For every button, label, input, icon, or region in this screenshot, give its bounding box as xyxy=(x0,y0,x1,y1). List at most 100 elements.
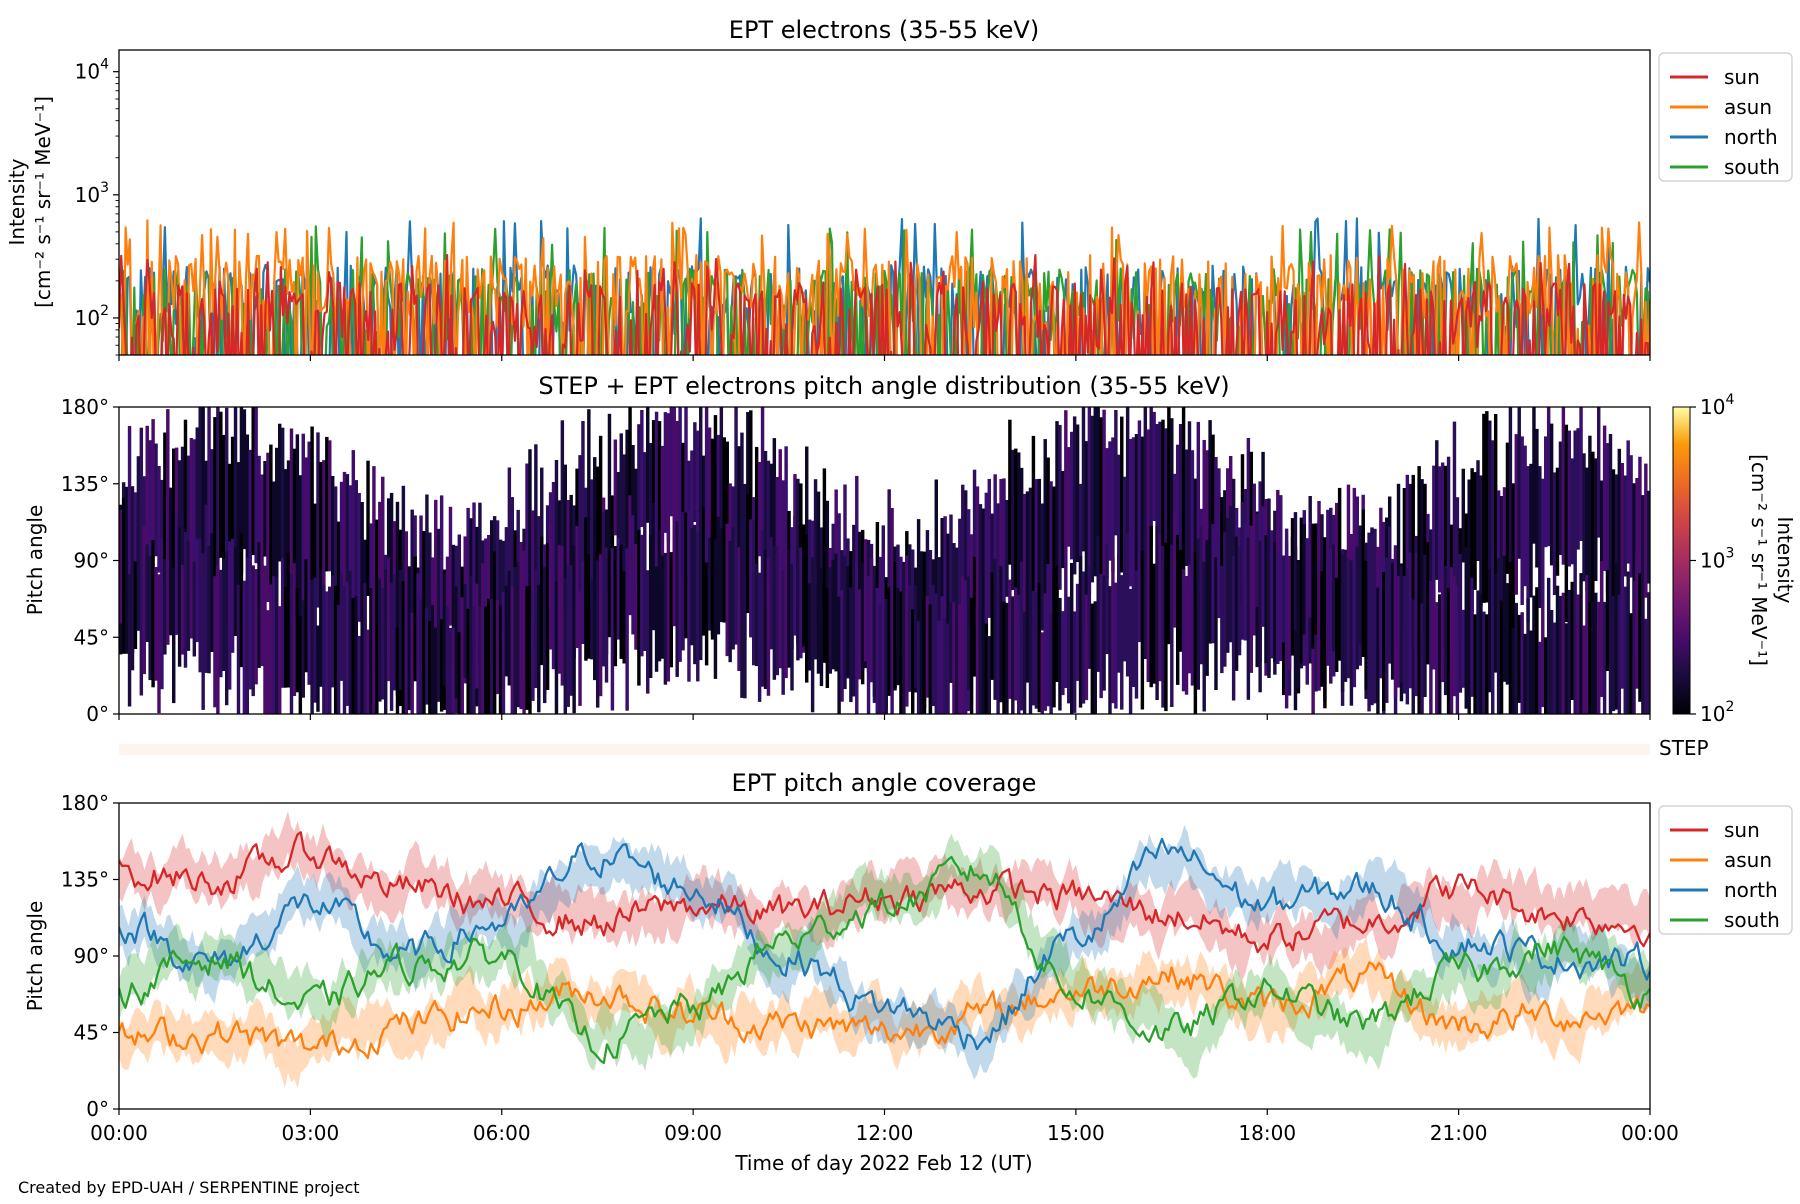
heatmap-cell xyxy=(487,598,491,714)
heatmap-cell xyxy=(325,436,329,572)
heatmap-cell xyxy=(410,509,414,653)
heatmap-cell xyxy=(902,569,906,714)
heatmap-cell xyxy=(866,576,871,714)
heatmap-cell xyxy=(213,576,217,708)
heatmap-cell xyxy=(595,466,600,601)
heatmap-cell xyxy=(1502,555,1507,682)
heatmap-cell xyxy=(1317,520,1321,691)
heatmap-cell xyxy=(498,605,503,714)
x-tick-label: 15:00 xyxy=(1047,1121,1105,1145)
heatmap-cell xyxy=(837,513,841,614)
panel1-ylabel-line1: Intensity xyxy=(5,158,29,245)
heatmap-cell xyxy=(280,557,285,688)
heatmap-cell xyxy=(1281,555,1286,643)
heatmap-cell xyxy=(1320,571,1324,687)
heatmap-cell xyxy=(1496,558,1501,714)
heatmap-cell xyxy=(972,557,977,677)
heatmap-cell xyxy=(207,546,211,674)
heatmap-cell xyxy=(448,628,453,714)
heatmap-cell xyxy=(1470,577,1474,697)
heatmap-cell xyxy=(1488,569,1492,693)
heatmap-cell xyxy=(699,545,703,661)
heatmap-cell xyxy=(1049,614,1053,714)
heatmap-cell xyxy=(1570,458,1574,565)
panel3-yaxis: 0° 45° 90° 135° 180° xyxy=(61,791,119,1121)
heatmap-cell xyxy=(728,483,732,570)
heatmap-cell xyxy=(145,544,149,642)
panel2-ytick-label: 180° xyxy=(61,395,109,419)
heatmap-cell xyxy=(787,549,791,668)
heatmap-cell xyxy=(472,502,476,644)
panel3-legend-box xyxy=(1658,805,1793,935)
panel1-ylabel-line2: [cm⁻² s⁻¹ sr⁻¹ MeV⁻¹] xyxy=(31,96,55,308)
heatmap-cell xyxy=(1140,551,1145,710)
heatmap-cell xyxy=(1623,586,1627,714)
heatmap-cell xyxy=(1131,587,1136,687)
heatmap-cell xyxy=(1049,481,1053,635)
heatmap-cell xyxy=(610,548,615,711)
heatmap-cell xyxy=(1608,434,1613,612)
heatmap-cell xyxy=(855,577,859,714)
panel3-ytick-label: 135° xyxy=(61,868,109,892)
panel1-ytick-label: 102 xyxy=(75,303,109,330)
heatmap-cell xyxy=(330,575,335,688)
panel1-series-asun xyxy=(119,219,1650,355)
heatmap-cell xyxy=(260,564,264,667)
heatmap-cell xyxy=(286,552,291,688)
heatmap-cell xyxy=(846,566,850,677)
heatmap-cell xyxy=(896,588,900,686)
heatmap-cell xyxy=(637,529,641,686)
heatmap-cell xyxy=(342,585,347,714)
heatmap-cell xyxy=(1061,611,1065,696)
heatmap-cell xyxy=(1117,553,1121,673)
heatmap-cell xyxy=(1040,632,1044,714)
heatmap-cell xyxy=(1405,474,1410,605)
heatmap-cell xyxy=(928,604,933,714)
heatmap-cell xyxy=(887,489,891,684)
heatmap-cell xyxy=(127,426,132,594)
heatmap-cell xyxy=(643,452,647,588)
heatmap-cell xyxy=(1446,587,1451,714)
heatmap-cell xyxy=(1117,454,1121,609)
heatmap-cell xyxy=(1131,437,1136,597)
heatmap-cell xyxy=(1502,487,1507,608)
heatmap-cell xyxy=(177,527,182,667)
heatmap-cell xyxy=(707,427,712,575)
heatmap-cell xyxy=(1605,443,1610,594)
heatmap-cell xyxy=(607,413,612,593)
heatmap-cell xyxy=(333,486,338,655)
heatmap-cell xyxy=(619,544,623,659)
heatmap-cell xyxy=(1005,500,1009,597)
heatmap-cell xyxy=(1170,544,1174,707)
heatmap-cell xyxy=(1043,593,1047,711)
heatmap-cell xyxy=(940,518,944,621)
heatmap-cell xyxy=(946,623,950,714)
colorbar-tick-label: 104 xyxy=(1700,392,1734,419)
panel2-ytick-label: 45° xyxy=(74,625,109,649)
heatmap-cell xyxy=(734,407,738,580)
heatmap-cell xyxy=(1552,622,1557,714)
heatmap-cell xyxy=(872,565,877,697)
heatmap-cell xyxy=(1479,594,1483,714)
heatmap-cell xyxy=(693,524,697,665)
heatmap-cell xyxy=(1387,526,1392,664)
heatmap-cell xyxy=(507,467,512,621)
heatmap-cell xyxy=(1287,555,1292,670)
heatmap-cell xyxy=(1069,563,1074,714)
panel3-frame xyxy=(118,802,1651,1110)
heatmap-cell xyxy=(1532,595,1536,714)
heatmap-cell xyxy=(1585,467,1589,592)
heatmap-cell xyxy=(819,568,824,687)
heatmap-cell xyxy=(1535,587,1539,714)
heatmap-cell xyxy=(1205,450,1209,621)
heatmap-cell xyxy=(1432,465,1436,621)
heatmap-cell xyxy=(157,466,161,573)
heatmap-cell xyxy=(1597,601,1601,714)
heatmap-cell xyxy=(1635,553,1639,689)
heatmap-cell xyxy=(1058,424,1062,590)
heatmap-cell xyxy=(245,434,250,560)
heatmap-cell xyxy=(675,521,679,677)
heatmap-cell xyxy=(404,603,409,714)
heatmap-cell xyxy=(1332,544,1336,652)
heatmap-cell xyxy=(966,576,971,691)
